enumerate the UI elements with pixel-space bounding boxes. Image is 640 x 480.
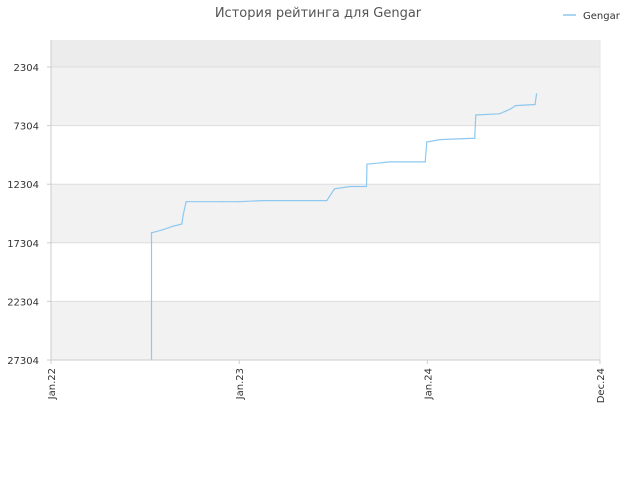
data-point-0-14 <box>366 163 368 165</box>
data-point-0-13 <box>365 185 368 188</box>
data-point-0-17 <box>426 141 428 143</box>
plot-background <box>51 40 600 360</box>
y-tick-label-27304: 27304 <box>7 356 39 367</box>
legend[interactable]: Gengar <box>563 11 621 22</box>
data-point-0-26 <box>535 93 538 95</box>
data-point-0-15 <box>389 161 391 163</box>
x-tick-label-jan-23: Jan.23 <box>235 368 246 400</box>
data-point-0-24 <box>514 105 517 107</box>
y-tick-label-22304: 22304 <box>7 297 39 308</box>
data-point-0-4 <box>181 223 183 225</box>
data-point-0-7 <box>222 201 224 203</box>
band-2 <box>51 184 600 243</box>
x-tick-label-jan-24: Jan.24 <box>423 368 434 400</box>
data-point-0-1 <box>150 232 153 234</box>
data-point-0-10 <box>326 199 328 202</box>
data-point-0-11 <box>333 188 336 190</box>
data-point-0-9 <box>261 199 263 202</box>
data-point-0-18 <box>439 139 441 141</box>
band-4 <box>51 301 600 360</box>
data-point-0-19 <box>470 137 472 140</box>
data-point-0-2 <box>161 229 163 231</box>
data-point-0-12 <box>349 185 352 188</box>
x-tick-label-jan-22: Jan.22 <box>47 368 58 400</box>
y-tick-label-17304: 17304 <box>7 239 39 250</box>
data-point-0-23 <box>509 108 511 110</box>
y-tick-label-12304: 12304 <box>7 180 39 191</box>
chart-title: История рейтинга для Gengar <box>215 6 422 21</box>
data-point-0-16 <box>424 161 426 163</box>
data-point-0-25 <box>534 103 536 106</box>
x-tick-label-dec-24: Dec.24 <box>596 368 607 403</box>
data-point-0-8 <box>238 201 240 203</box>
axes: 2304 7304 12304 17304 22304 27304 Jan.22 Jan.23… <box>7 40 607 403</box>
data-point-0-21 <box>475 114 477 116</box>
y-tick-label-2304: 2304 <box>14 63 39 74</box>
band-top <box>51 40 600 68</box>
band-0 <box>51 67 600 126</box>
data-point-0-22 <box>498 113 501 115</box>
legend-label-gengar: Gengar <box>583 11 621 22</box>
data-point-0-6 <box>185 201 187 203</box>
data-point-0-20 <box>474 137 476 140</box>
y-tick-label-7304: 7304 <box>14 122 39 133</box>
data-point-0-5 <box>182 215 184 217</box>
data-point-0-3 <box>172 225 174 227</box>
